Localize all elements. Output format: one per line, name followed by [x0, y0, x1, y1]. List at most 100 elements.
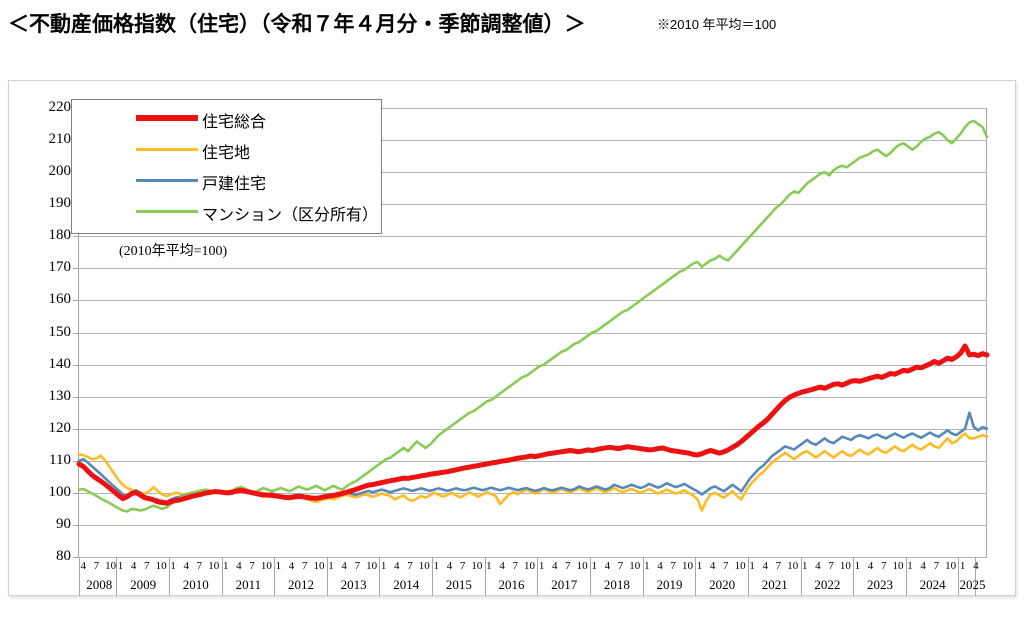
x-axis-month-label: 1 — [170, 560, 176, 572]
x-axis-year-cell: 1 4 7 10 2018 — [590, 558, 643, 596]
x-axis-month-label: 1 — [486, 560, 492, 572]
legend-label: 住宅総合 — [202, 114, 267, 131]
y-axis-tick-label: 150 — [48, 323, 72, 340]
x-axis-month-label: 10 — [524, 560, 536, 572]
x-axis-month-label: 4 — [551, 560, 558, 572]
x-axis-month-label: 1 — [117, 560, 124, 572]
x-axis-month-label: 7 — [407, 560, 413, 572]
legend-item: 住宅総合 — [72, 108, 381, 141]
gridline — [79, 364, 987, 366]
gridline — [79, 236, 987, 238]
x-axis-month-label: 1 — [328, 560, 334, 572]
y-tick — [73, 460, 79, 462]
legend-color-swatch — [136, 209, 198, 213]
series-line — [77, 432, 989, 512]
y-tick — [73, 300, 79, 302]
page-title-note: ※2010 年平均＝100 — [657, 17, 777, 32]
y-tick — [73, 332, 79, 334]
x-axis-month-label: 7 — [354, 560, 361, 572]
x-axis-month-label: 7 — [249, 560, 255, 572]
x-axis-year-cell: 1 4 2025 — [958, 558, 986, 596]
x-axis-month-label: 7 — [93, 560, 100, 572]
x-axis-month-label: 7 — [512, 560, 518, 572]
x-axis-month-label: 10 — [576, 560, 588, 572]
x-axis-month-label: 1 — [380, 560, 387, 572]
x-axis-month-label: 4 — [183, 560, 190, 572]
legend-label: 戸建住宅 — [202, 176, 267, 193]
x-axis-year-cell: 1 4 7 10 2011 — [221, 558, 275, 596]
gridline — [79, 332, 987, 334]
x-axis-month-row: 1 4 7 10 — [380, 558, 432, 576]
x-axis-year-cell: 1 4 7 10 2017 — [537, 558, 590, 596]
y-tick — [73, 396, 79, 398]
gridline — [79, 460, 987, 462]
gridline — [79, 557, 987, 558]
x-axis-month-label: 10 — [945, 560, 957, 572]
x-axis-month-row: 1 4 7 10 — [117, 558, 169, 576]
x-axis-month-label: 7 — [459, 560, 466, 572]
y-tick — [73, 557, 79, 558]
legend-note: (2010年平均=100) — [119, 244, 228, 259]
x-axis-month-label: 1 — [538, 560, 545, 572]
x-axis-year-label: 2025 — [959, 577, 986, 592]
legend-label: マンション（区分所有） — [202, 207, 379, 224]
y-axis-tick-label: 220 — [48, 99, 72, 115]
x-axis-month-row: 1 4 7 10 — [854, 558, 906, 576]
gridline — [79, 396, 987, 398]
x-axis-month-label: 7 — [880, 560, 887, 572]
x-axis-year-label: 2012 — [288, 577, 314, 592]
x-axis-month-label: 4 — [815, 560, 821, 572]
x-axis-month-label: 4 — [657, 560, 663, 572]
x-axis-month-label: 4 — [288, 560, 295, 572]
legend-item: 住宅地 — [72, 139, 381, 172]
x-axis-year-cell: 1 4 7 10 2020 — [695, 558, 748, 596]
y-axis-tick-label: 210 — [48, 131, 72, 148]
x-axis-year-label: 2008 — [86, 577, 113, 592]
x-axis-month-label: 10 — [471, 560, 483, 572]
x-axis-year-cell: 1 4 7 10 2019 — [642, 558, 696, 596]
series-line — [76, 343, 990, 506]
x-axis-month-label: 10 — [839, 560, 851, 572]
x-axis-month-label: 7 — [565, 560, 571, 572]
x-axis-month-row: 1 4 7 10 — [644, 558, 696, 576]
x-axis-month-row: 1 4 7 10 — [538, 558, 590, 576]
x-axis-year-label: 2013 — [340, 577, 367, 592]
y-axis-tick-label: 160 — [48, 291, 72, 308]
chart-frame: 80 90 100 110 120 130 140 150 160 170 180 190 200 210… — [8, 80, 1016, 596]
x-axis-month-label: 7 — [301, 560, 308, 572]
legend-color-swatch — [136, 115, 198, 121]
x-axis-month-label: 1 — [696, 560, 703, 572]
x-axis-month-label: 4 — [920, 560, 926, 572]
x-axis-month-label: 4 — [604, 560, 611, 572]
x-axis-year-label: 2015 — [445, 577, 472, 592]
y-axis-tick-label: 200 — [48, 163, 72, 180]
page-title: ＜不動産価格指数（住宅）（令和７年４月分・季節調整値）＞ — [8, 12, 586, 36]
x-axis-month-label: 4 — [499, 560, 505, 572]
x-axis-month-row: 1 4 7 10 — [486, 558, 538, 576]
x-axis-month-label: 10 — [734, 560, 746, 572]
x-axis-year-cell: 1 4 7 10 2024 — [905, 558, 959, 596]
x-axis-labels: 4 7 10 2008 1 4 7 10 2009 1 4 7 10 2010 1 4 7 10 2011 1 4 7 10… — [79, 558, 987, 596]
x-axis-year-cell: 1 4 7 10 2023 — [853, 558, 906, 596]
x-axis-year-label: 2021 — [761, 577, 788, 592]
x-axis-year-cell: 1 4 7 10 2016 — [484, 558, 538, 596]
gridline — [79, 428, 987, 430]
legend-item: マンション（区分所有） — [72, 201, 381, 234]
gridline — [79, 268, 987, 270]
y-tick — [73, 428, 79, 430]
x-axis-month-label: 4 — [236, 560, 242, 572]
page-header: ＜不動産価格指数（住宅）（令和７年４月分・季節調整値）＞ ※2010 年平均＝1… — [0, 0, 1024, 62]
y-axis-tick-label: 100 — [48, 483, 72, 500]
x-axis-month-label: 7 — [933, 560, 940, 572]
x-axis-month-row: 1 4 7 10 — [275, 558, 327, 576]
y-tick — [73, 524, 79, 526]
x-axis-month-row: 1 4 7 10 — [907, 558, 959, 576]
x-axis-month-label: 4 — [973, 560, 979, 572]
x-axis-month-label: 10 — [208, 560, 220, 572]
x-axis-month-label: 4 — [446, 560, 453, 572]
x-axis-year-label: 2019 — [656, 577, 683, 592]
x-axis-month-label: 1 — [433, 560, 440, 572]
x-axis-month-label: 1 — [222, 560, 229, 572]
x-axis-month-label: 10 — [155, 560, 167, 572]
